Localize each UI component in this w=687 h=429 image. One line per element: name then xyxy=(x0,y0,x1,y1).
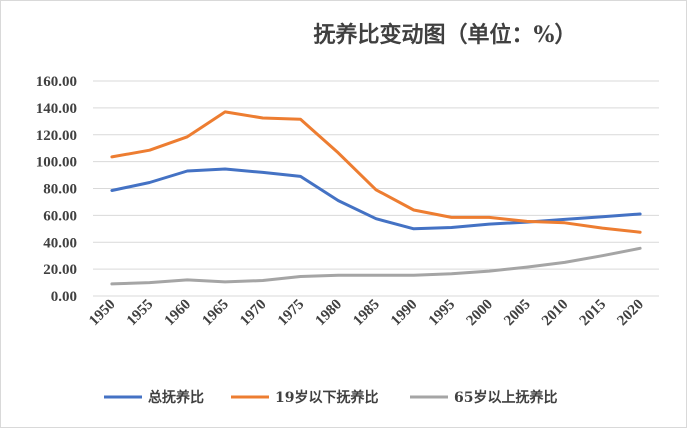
y-tick-label: 20.00 xyxy=(43,262,77,278)
x-tick-label: 1995 xyxy=(426,297,459,330)
series-line-0 xyxy=(110,167,642,231)
legend-label: 65岁以上抚养比 xyxy=(454,389,557,406)
chart-title: 抚养比变动图（单位：%） xyxy=(314,22,577,48)
y-tick-label: 80.00 xyxy=(43,182,77,198)
x-tick-label: 1955 xyxy=(124,297,157,330)
x-tick-label: 1965 xyxy=(199,297,232,330)
legend-label: 19岁以下抚养比 xyxy=(275,389,378,406)
x-axis-ticks: 1950 1955 1960 1965 1970 1975 1980 1985 1990 1995… xyxy=(86,297,647,330)
y-tick-label: 140.00 xyxy=(36,101,77,117)
x-tick-label: 1985 xyxy=(350,297,383,330)
x-tick-label: 2005 xyxy=(501,297,534,330)
x-tick-label: 1975 xyxy=(275,297,308,330)
y-tick-label: 40.00 xyxy=(43,235,77,251)
y-tick-label: 120.00 xyxy=(36,128,77,144)
series-line-2 xyxy=(110,246,642,286)
x-tick-label: 2020 xyxy=(614,297,647,330)
x-tick-label: 1970 xyxy=(237,297,270,330)
series-line-1 xyxy=(110,110,642,234)
y-tick-label: 0.00 xyxy=(51,289,77,305)
legend-label: 总抚养比 xyxy=(148,389,204,406)
y-tick-label: 160.00 xyxy=(36,74,77,90)
x-tick-label: 2000 xyxy=(464,297,497,330)
legend: 总抚养比 19岁以下抚养比 65岁以上抚养比 xyxy=(104,389,557,406)
x-tick-label: 2010 xyxy=(539,297,572,330)
x-tick-label: 1990 xyxy=(388,297,421,330)
y-tick-label: 100.00 xyxy=(36,155,77,171)
x-tick-label: 1980 xyxy=(313,297,346,330)
x-tick-label: 2015 xyxy=(577,297,610,330)
x-tick-label: 1960 xyxy=(162,297,195,330)
series-lines xyxy=(110,110,642,286)
y-tick-label: 60.00 xyxy=(43,208,77,224)
y-axis-ticks: 0.00 20.00 40.00 60.00 80.00 100.00 120.00 140.… xyxy=(36,74,77,305)
x-tick-label: 1950 xyxy=(86,297,119,330)
